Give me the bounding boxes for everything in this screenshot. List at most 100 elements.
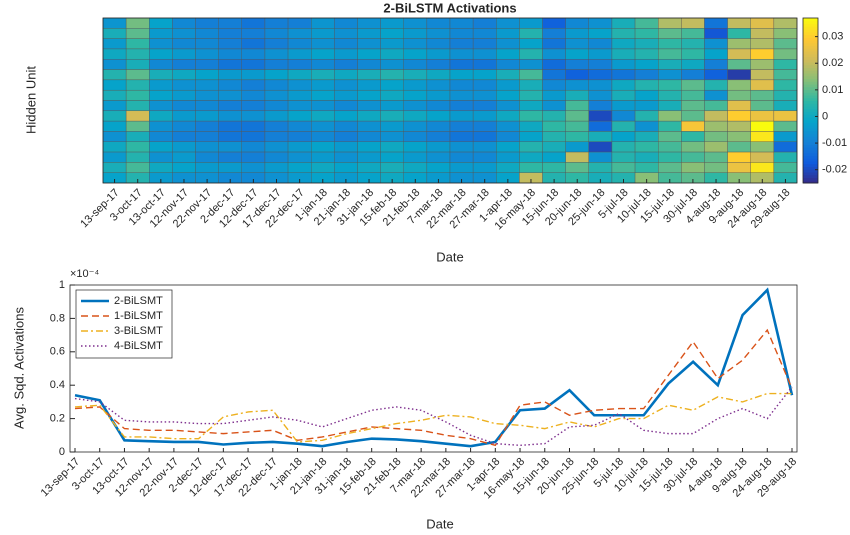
heat-cell — [357, 100, 381, 112]
heat-cell — [449, 89, 474, 101]
heat-cell — [218, 100, 243, 112]
heat-cell — [449, 100, 474, 112]
heat-cell — [218, 59, 243, 70]
heat-cell — [195, 141, 219, 153]
colorbar-step — [803, 45, 818, 49]
heat-cell — [565, 38, 590, 50]
heat-cell — [287, 17, 312, 29]
heat-cell — [149, 89, 173, 101]
heat-cell — [588, 110, 613, 122]
heat-cell — [195, 38, 219, 50]
colorbar-step — [803, 174, 818, 178]
heat-cell — [658, 48, 682, 60]
heat-cell — [172, 59, 196, 70]
heat-cell — [357, 151, 381, 163]
y-tick-label: 0.2 — [50, 413, 65, 425]
heat-cell — [334, 59, 358, 70]
heat-cell — [773, 110, 798, 122]
y-tick-label: 0.4 — [50, 379, 65, 391]
heat-cell — [472, 141, 497, 153]
heat-cell — [102, 38, 127, 50]
heat-cell — [241, 110, 266, 122]
heat-cell — [472, 162, 497, 173]
colorbar-step — [803, 64, 818, 68]
heat-cell — [658, 17, 682, 29]
heat-cell — [125, 89, 150, 101]
heat-cell — [102, 17, 127, 29]
heat-cell — [172, 28, 196, 39]
heat-cell — [426, 38, 451, 50]
heat-cell — [195, 59, 219, 70]
heat-cell — [773, 89, 798, 101]
heat-cell — [102, 59, 127, 70]
heat-cell — [773, 120, 798, 132]
heat-cell — [403, 151, 428, 163]
heat-cell — [149, 28, 173, 39]
heat-cell — [727, 69, 751, 81]
heat-cell — [311, 120, 335, 132]
heat-cell — [611, 79, 636, 91]
y-tick-label: 1 — [59, 279, 65, 291]
heat-cell — [727, 100, 751, 112]
heat-cell — [542, 131, 566, 142]
heat-cell — [264, 38, 289, 50]
line-y-label: Avg. Sqd. Activations — [11, 307, 26, 429]
heat-cell — [750, 162, 775, 173]
heat-cell — [287, 110, 312, 122]
colorbar-step — [803, 84, 818, 88]
colorbar-tick-label: -0.02 — [822, 164, 847, 176]
heat-cell — [334, 110, 358, 122]
heat-cell — [611, 110, 636, 122]
heat-cell — [287, 141, 312, 153]
y-tick-label: 0 — [59, 446, 65, 458]
heat-cell — [403, 28, 428, 39]
heat-cell — [426, 89, 451, 101]
heat-cell — [658, 141, 682, 153]
heat-cell — [565, 79, 590, 91]
heat-cell — [334, 79, 358, 91]
heat-cell — [658, 79, 682, 91]
heat-cell — [727, 131, 751, 142]
heat-cell — [102, 28, 127, 39]
heat-cell — [357, 28, 381, 39]
heat-cell — [565, 69, 590, 81]
heat-cell — [496, 100, 520, 112]
heat-cell — [496, 120, 520, 132]
heat-cell — [195, 120, 219, 132]
heat-cell — [519, 131, 543, 142]
heat-cell — [380, 38, 404, 50]
heat-cell — [334, 151, 358, 163]
heat-cell — [472, 100, 497, 112]
heat-cell — [102, 120, 127, 132]
heat-cell — [102, 151, 127, 163]
heat-cell — [519, 79, 543, 91]
heat-cell — [658, 131, 682, 142]
heat-cell — [634, 17, 659, 29]
colorbar-step — [803, 152, 818, 156]
heat-cell — [241, 100, 266, 112]
line-x-label: Date — [426, 516, 453, 531]
heat-cell — [380, 110, 404, 122]
heat-cell — [426, 162, 451, 173]
heat-cell — [287, 79, 312, 91]
heat-cell — [496, 89, 520, 101]
heat-cell — [611, 162, 636, 173]
y-multiplier: ×10⁻⁴ — [70, 268, 99, 280]
heat-cell — [195, 162, 219, 173]
heat-cell — [611, 48, 636, 60]
heat-cell — [519, 69, 543, 81]
heat-cell — [403, 17, 428, 29]
heat-cell — [496, 17, 520, 29]
heat-cell — [380, 89, 404, 101]
heat-cell — [125, 28, 150, 39]
heat-cell — [426, 100, 451, 112]
heat-cell — [519, 48, 543, 60]
heat-cell — [380, 141, 404, 153]
heat-cell — [565, 162, 590, 173]
heat-cell — [634, 110, 659, 122]
heat-cell — [241, 69, 266, 81]
heat-cell — [704, 59, 728, 70]
heat-cell — [449, 110, 474, 122]
heat-cell — [172, 48, 196, 60]
heat-cell — [403, 120, 428, 132]
